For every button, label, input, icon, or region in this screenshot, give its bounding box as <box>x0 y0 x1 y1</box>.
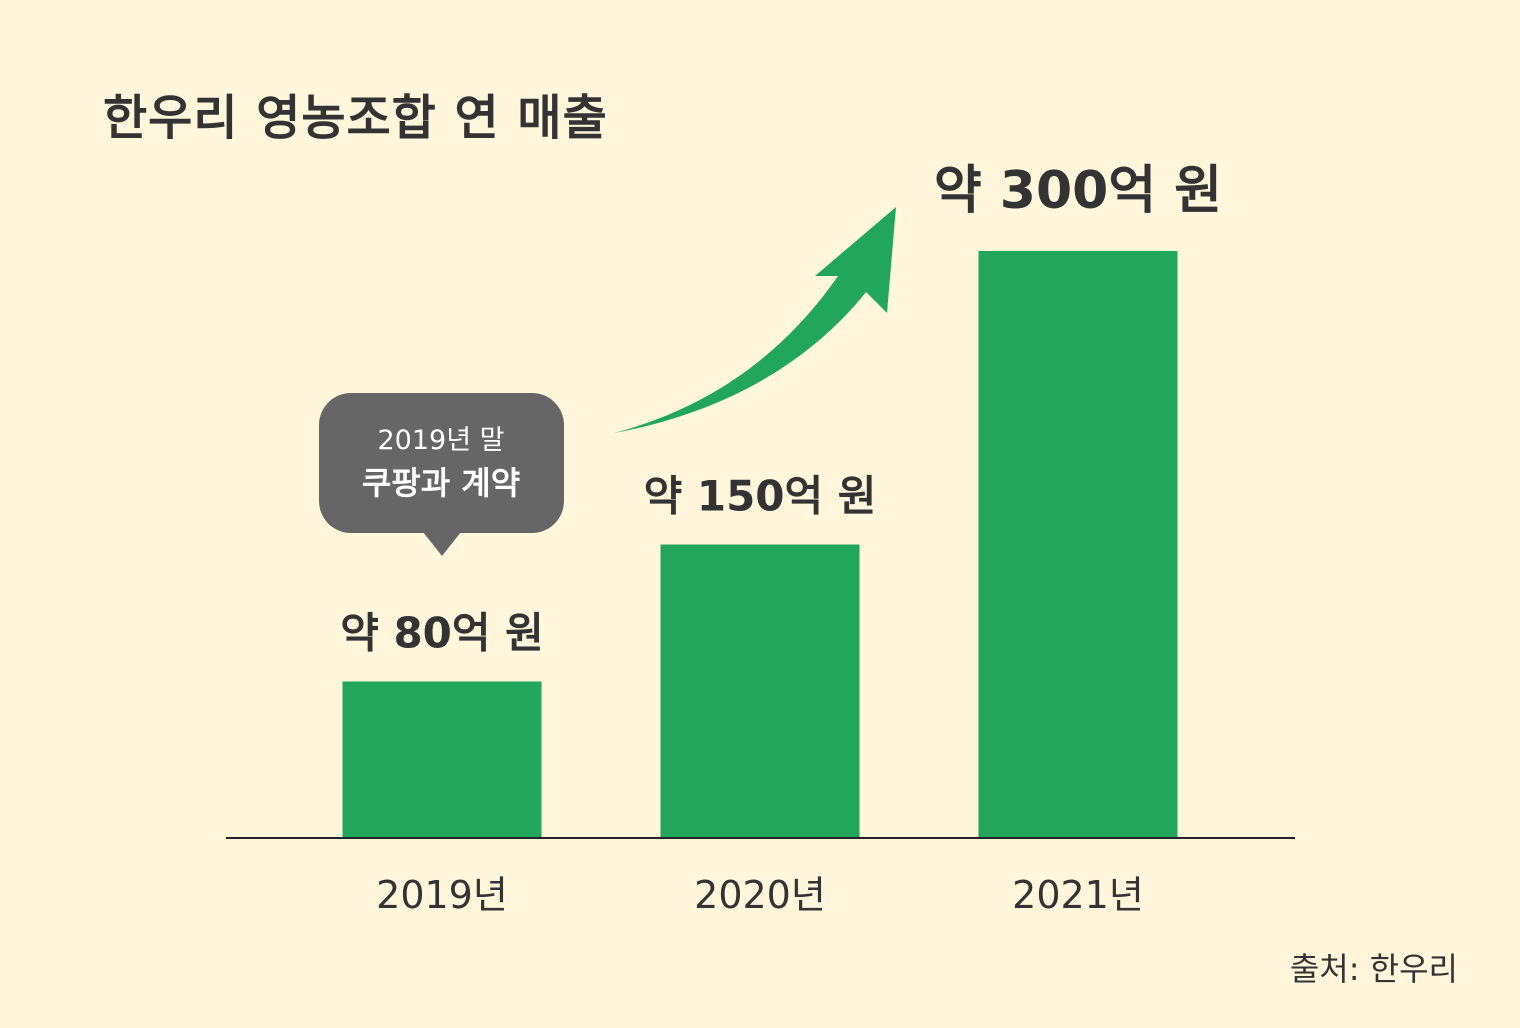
category-label-2: 2020년 <box>694 873 826 917</box>
chart-title: 한우리 영농조합 연 매출 <box>103 90 608 146</box>
annotation-bubble: 2019년 말 쿠팡과 계약 <box>319 393 564 556</box>
annotation-bubble-box <box>319 393 564 533</box>
annotation-line-2: 쿠팡과 계약 <box>362 464 520 502</box>
value-label-2: 약 150억 원 <box>644 472 877 521</box>
category-label-1: 2019년 <box>376 873 508 917</box>
annotation-bubble-tail <box>423 532 461 556</box>
value-label-1: 약 80억 원 <box>340 608 544 657</box>
bar-2 <box>660 544 860 838</box>
trend-arrow-icon <box>614 207 896 433</box>
category-label-3: 2021년 <box>1012 873 1144 917</box>
bar-1 <box>342 681 542 838</box>
value-label-3: 약 300억 원 <box>934 161 1222 221</box>
annotation-line-1: 2019년 말 <box>378 425 505 456</box>
bar-3 <box>978 251 1178 838</box>
source-note: 출처: 한우리 <box>1289 950 1458 988</box>
